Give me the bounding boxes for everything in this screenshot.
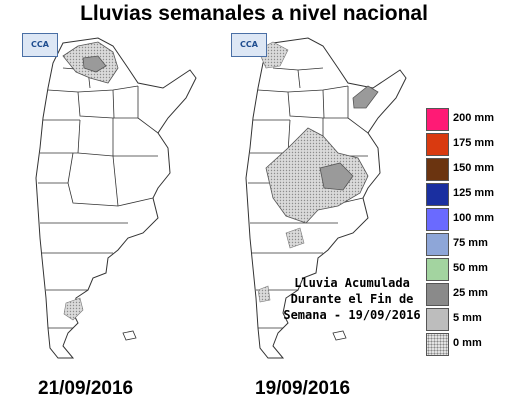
rain-area-west [285,227,305,249]
legend-item: 25 mm [423,283,508,307]
argentina-outline [35,37,197,359]
rain-area-north-core [82,55,107,73]
legend-label: 175 mm [453,137,494,149]
rain-area-south [63,297,84,321]
rain-map-left [35,37,197,359]
legend-swatch [426,133,449,156]
legend-item: 0 mm [423,333,508,357]
legend-swatch [426,233,449,256]
cca-logo-left: CCA [22,33,58,57]
legend-item: 50 mm [423,258,508,282]
legend-label: 200 mm [453,112,494,124]
cca-logo-right: CCA [231,33,267,57]
legend-item: 175 mm [423,133,508,157]
legend-item: 75 mm [423,233,508,257]
legend-swatch [426,258,449,281]
legend-label: 125 mm [453,187,494,199]
legend-swatch [426,283,449,306]
legend-swatch [426,108,449,131]
caption-line-1: Lluvia Acumulada [294,276,410,290]
legend-swatch [426,208,449,231]
legend-swatch [426,333,449,356]
legend-swatch [426,183,449,206]
page-title: Lluvias semanales a nivel nacional [80,2,428,25]
legend-label: 75 mm [453,237,488,249]
legend-label: 5 mm [453,312,482,324]
legend-item: 5 mm [423,308,508,332]
rain-area-northeast [352,85,379,109]
date-left: 21/09/2016 [38,378,134,399]
legend-item: 150 mm [423,158,508,182]
legend-item: 100 mm [423,208,508,232]
legend-item: 200 mm [423,108,508,132]
legend-label: 25 mm [453,287,488,299]
legend-label: 100 mm [453,212,494,224]
map-caption: Lluvia Acumulada Durante el Fin de Seman… [278,275,426,323]
legend-swatch [426,308,449,331]
caption-line-3: Semana - 19/09/2016 [283,308,421,322]
legend-label: 50 mm [453,262,488,274]
legend-swatch [426,158,449,181]
rain-area-central [265,127,369,224]
legend-item: 125 mm [423,183,508,207]
caption-line-2: Durante el Fin de [290,292,414,306]
rain-area-south [257,285,271,303]
rain-map-right [245,37,407,359]
legend-label: 150 mm [453,162,494,174]
rain-area-central-core [319,162,354,191]
date-right: 19/09/2016 [255,378,351,399]
legend-label: 0 mm [453,337,482,349]
